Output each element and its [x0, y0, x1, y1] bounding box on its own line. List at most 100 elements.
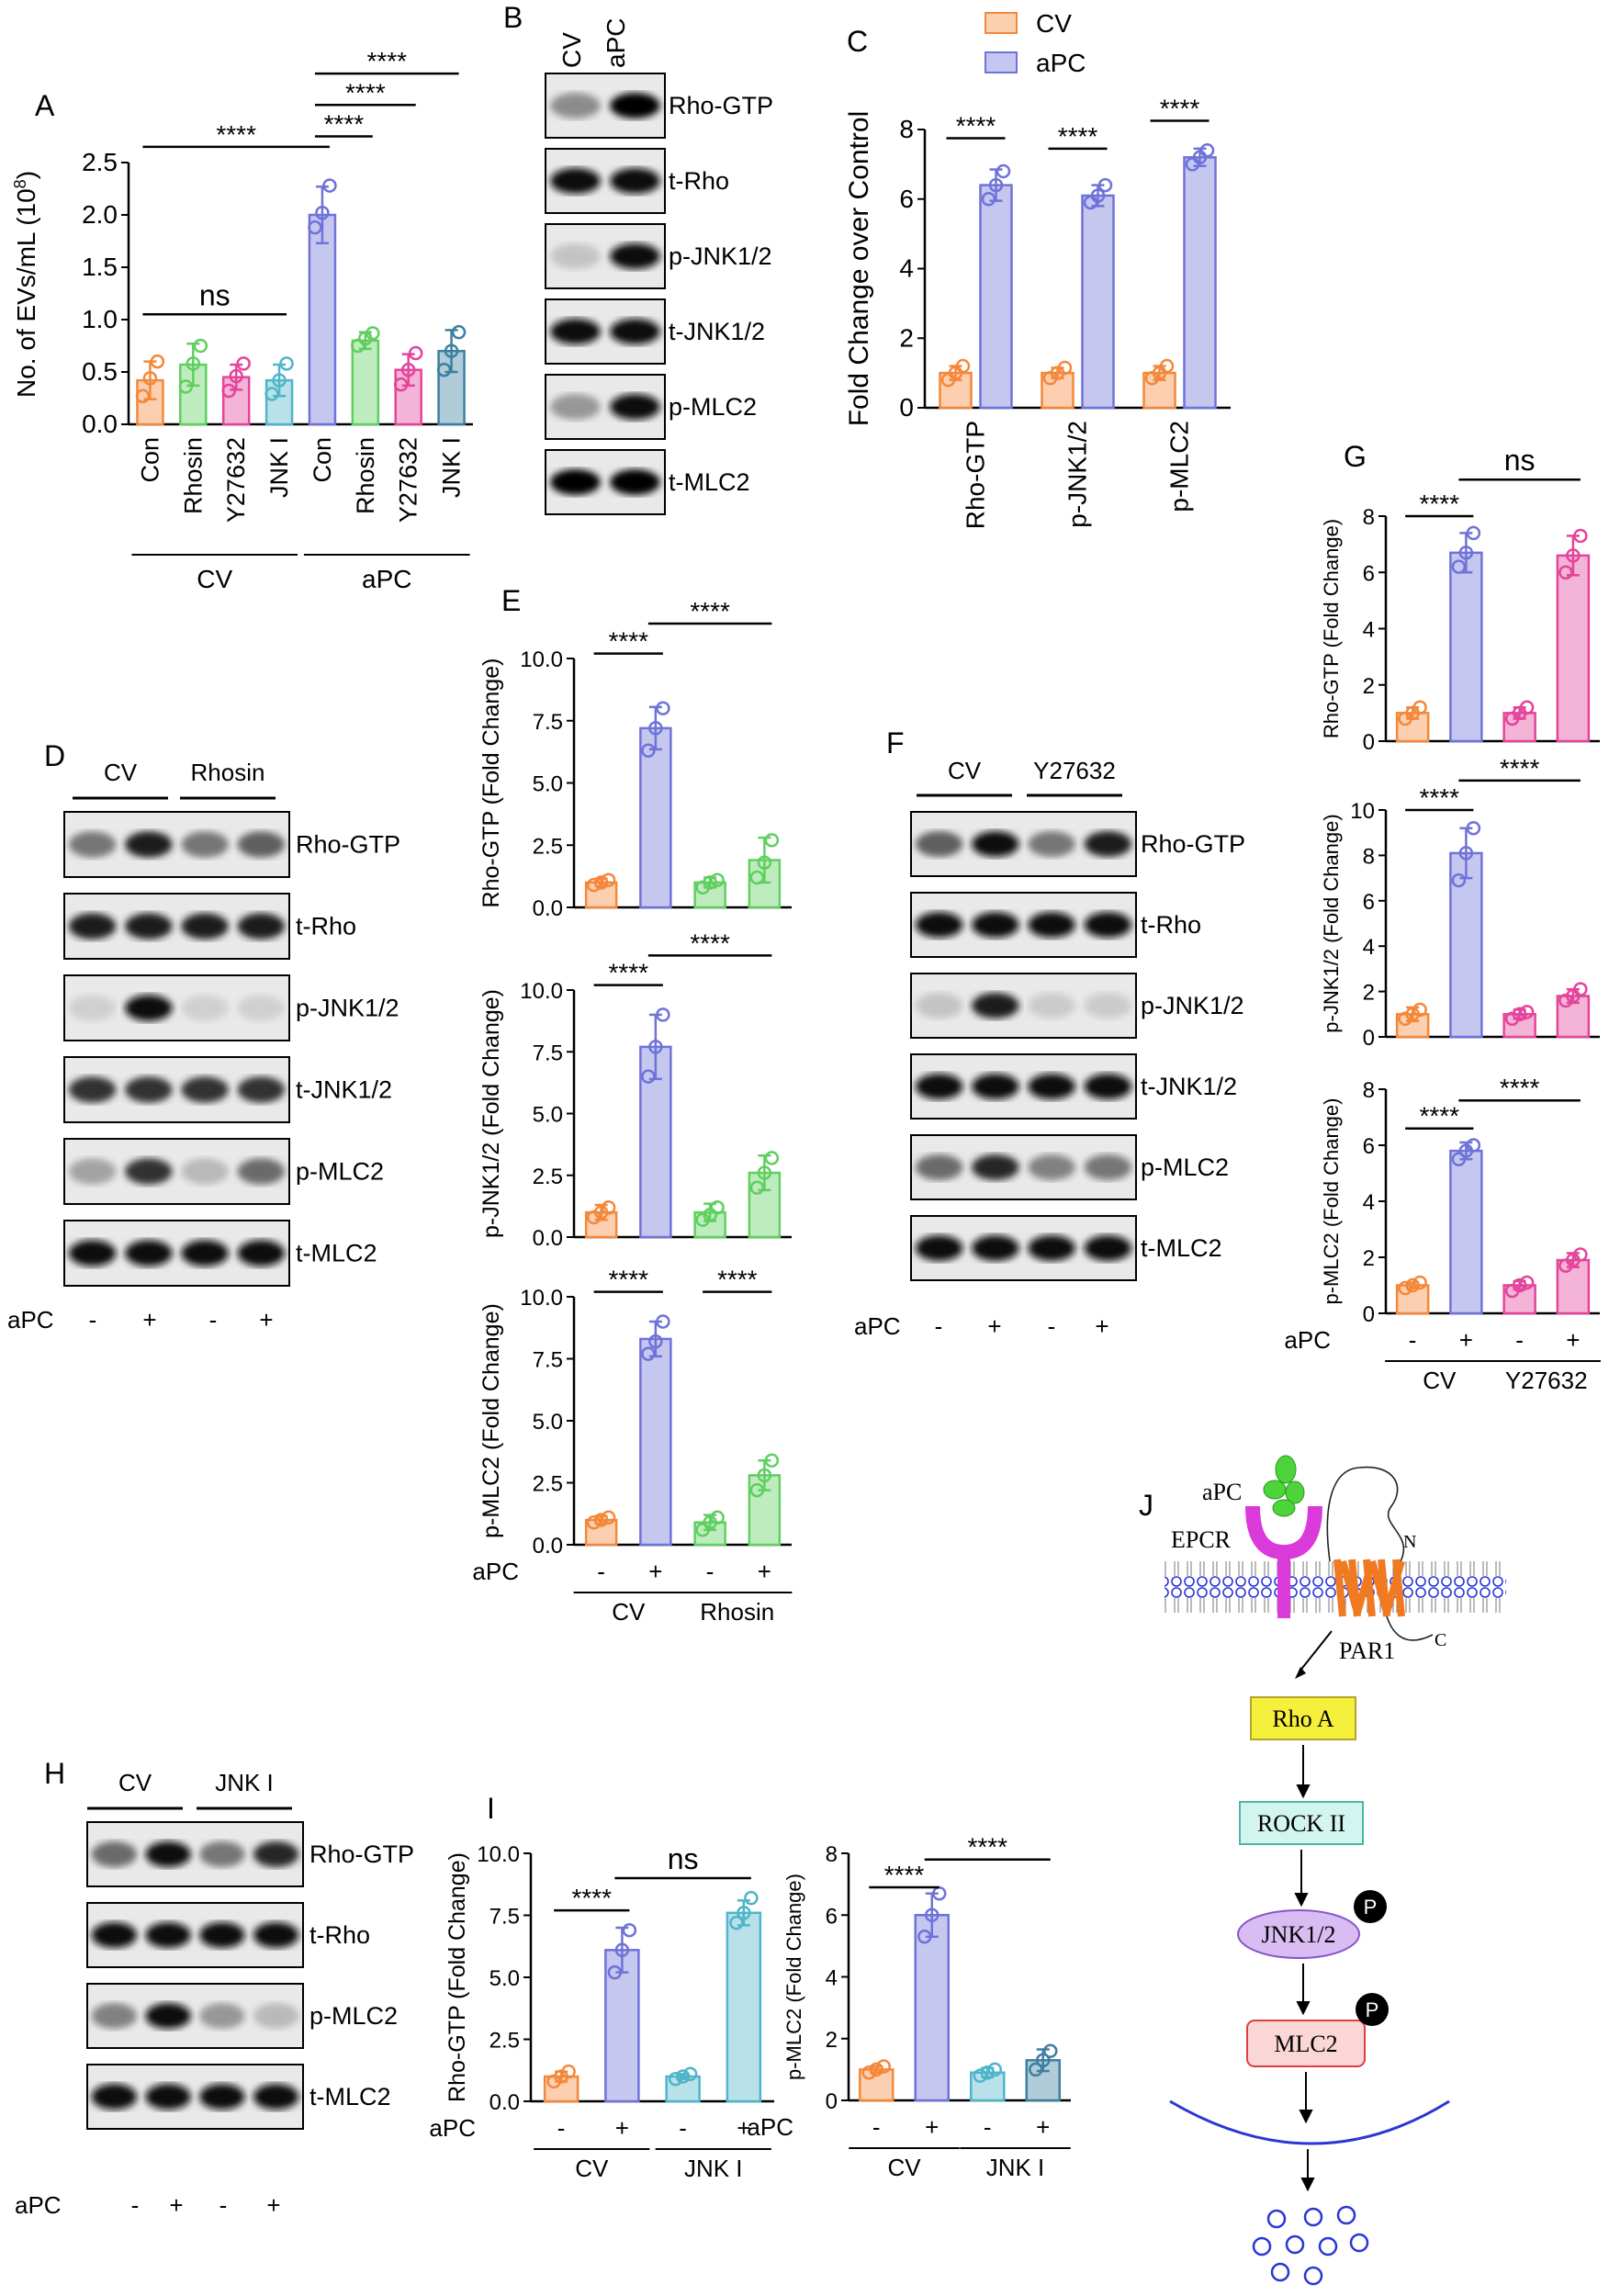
blot-band — [915, 1154, 963, 1180]
y-axis-label: Rho-GTP (Fold Change) — [478, 658, 504, 908]
blot-row-label: t-MLC2 — [309, 2083, 391, 2110]
data-point — [614, 1942, 630, 1958]
data-point — [436, 362, 452, 377]
y-tick-label: 0.0 — [533, 1534, 563, 1559]
x-group-label: JNK I — [684, 2155, 743, 2182]
pathway-arrows — [1294, 1745, 1315, 2192]
x-group-label: CV — [612, 1598, 646, 1626]
chart-e3: 0.0 2.5 5.0 7.5 10.0 **** **** p-MLC2 (Fold Cha… — [472, 1266, 793, 1626]
blot-band — [181, 1158, 229, 1185]
bar — [1395, 712, 1430, 743]
bar — [726, 1911, 762, 2103]
data-point — [142, 371, 158, 386]
data-point — [764, 1453, 780, 1468]
x-group-label: JNK I — [986, 2154, 1045, 2181]
bar — [979, 184, 1013, 410]
data-point — [451, 324, 467, 340]
blot-row-label: t-MLC2 — [296, 1240, 377, 1267]
apc-sign: + — [1095, 1312, 1108, 1340]
data-point — [641, 743, 656, 759]
blot-band — [125, 1076, 173, 1103]
blot-group-label: CV — [948, 757, 982, 784]
blot-group-label: CV — [104, 759, 138, 786]
legend-swatch-apc — [985, 51, 1018, 73]
y-tick-label: 4 — [1363, 1190, 1375, 1215]
apc-label: aPC — [1202, 1479, 1242, 1505]
blot-band — [610, 243, 660, 269]
bar — [639, 1337, 672, 1547]
blot-band — [1084, 831, 1132, 857]
apc-label: aPC — [747, 2113, 793, 2141]
y-tick-label: 8 — [1363, 505, 1375, 530]
blot-band — [237, 1240, 286, 1266]
y-axis-label: Rho-GTP (Fold Change) — [1320, 519, 1343, 738]
data-point — [1057, 360, 1073, 376]
bar — [1556, 1258, 1591, 1315]
data-point — [1090, 188, 1106, 203]
blot-band — [550, 469, 601, 495]
blot-row-label: Rho-GTP — [1141, 830, 1245, 858]
panel-label-d: D — [44, 739, 65, 772]
significance-label: **** — [1500, 1074, 1540, 1102]
y-tick-label: 4 — [1363, 618, 1375, 643]
data-point — [917, 1930, 932, 1944]
y-axis-label: Fold Change over Control — [844, 111, 874, 427]
blot-row-label: t-MLC2 — [669, 468, 750, 496]
blot-band — [550, 319, 601, 344]
significance-label: **** — [608, 1266, 648, 1294]
significance-label: **** — [884, 1861, 925, 1889]
data-point — [703, 1208, 717, 1222]
data-point — [1504, 1011, 1520, 1026]
par1-label: PAR1 — [1339, 1638, 1395, 1664]
blot-row-label: Rho-GTP — [296, 831, 400, 859]
blot-row-label: t-Rho — [669, 167, 729, 195]
blot-band — [972, 993, 1019, 1019]
legend-label-cv: CV — [1036, 9, 1072, 38]
data-point — [641, 1069, 656, 1084]
data-point — [710, 1199, 725, 1215]
data-point — [593, 875, 609, 890]
x-tick-label: Y27632 — [222, 437, 250, 523]
x-tick-label: Rhosin — [179, 437, 207, 514]
significance-label: **** — [1500, 754, 1540, 782]
data-point — [601, 872, 616, 887]
blot-band — [68, 1076, 117, 1103]
data-point — [861, 2065, 876, 2080]
apc-sign: - — [935, 1312, 943, 1340]
phospho-label: P — [1366, 1998, 1379, 2021]
data-point — [925, 1908, 940, 1922]
data-point — [757, 1468, 772, 1483]
data-point — [980, 2065, 995, 2080]
panel-label-g: G — [1344, 440, 1367, 473]
blot-band — [915, 1235, 963, 1261]
apc-protein — [1263, 1455, 1305, 1517]
blot-band — [68, 913, 117, 940]
blot-band — [199, 2084, 245, 2110]
y-tick-label: 0.0 — [533, 896, 563, 921]
data-point — [1405, 1277, 1420, 1293]
apc-sign: + — [266, 2191, 280, 2219]
blot-band — [91, 2003, 138, 2029]
blot-row-label: t-JNK1/2 — [669, 318, 765, 345]
data-point — [749, 1482, 765, 1498]
blot-band — [237, 1076, 286, 1103]
y-tick-label: 8 — [826, 1842, 838, 1867]
blot-band — [1028, 993, 1075, 1019]
data-point — [264, 387, 279, 401]
bar — [1449, 1149, 1483, 1315]
significance-label: **** — [1419, 1102, 1459, 1131]
data-point — [607, 1964, 623, 1980]
mlc2-label: MLC2 — [1274, 2031, 1337, 2057]
data-point — [221, 383, 236, 399]
data-point — [1519, 700, 1535, 715]
blot-band — [610, 93, 660, 118]
y-tick-label: 5.0 — [533, 1103, 563, 1128]
n-terminus-label: N — [1403, 1532, 1416, 1552]
apc-sign: + — [615, 2114, 629, 2142]
y-tick-label: 2.5 — [533, 1165, 563, 1189]
significance-label: **** — [690, 597, 730, 625]
blot-band — [972, 1154, 1019, 1180]
y-axis-label: p-MLC2 (Fold Change) — [478, 1303, 504, 1538]
y-tick-label: 0 — [899, 393, 914, 422]
data-point — [1512, 1007, 1527, 1022]
